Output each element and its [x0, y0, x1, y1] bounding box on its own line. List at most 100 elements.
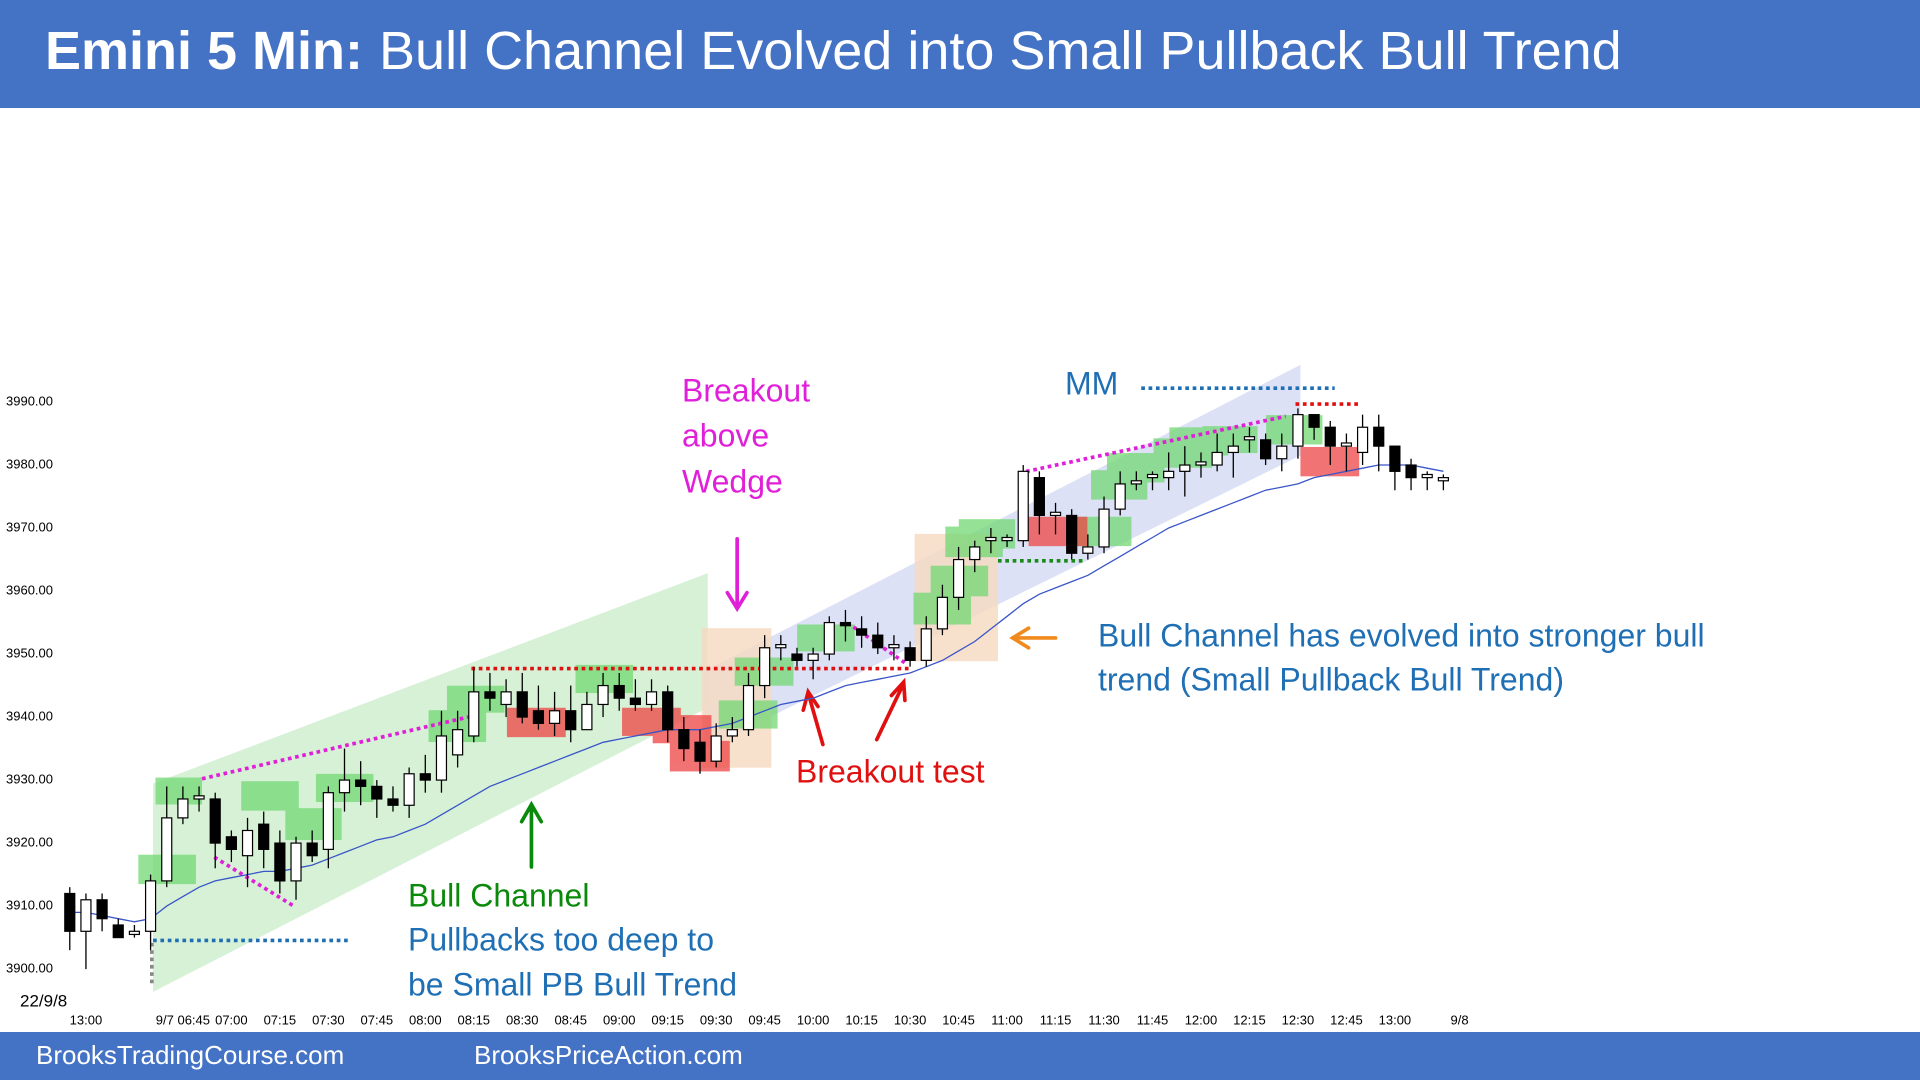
- candle-body: [839, 621, 852, 627]
- annotation: MM: [1065, 365, 1118, 401]
- candle-body: [1130, 480, 1142, 485]
- candle-body: [936, 596, 949, 630]
- candle-body: [1437, 477, 1449, 482]
- annotation: trend (Small Pullback Bull Trend): [1098, 661, 1564, 697]
- candle-body: [225, 836, 237, 850]
- y-tick-label: 3910.00: [6, 898, 53, 913]
- x-tick-label: 13:00: [70, 1012, 103, 1027]
- candle-body: [177, 798, 189, 819]
- y-tick-label: 3960.00: [6, 582, 53, 597]
- candle-body: [1098, 508, 1110, 548]
- title-text: Bull Channel Evolved into Small Pullback…: [379, 21, 1622, 81]
- x-tick-label: 10:30: [894, 1012, 927, 1027]
- x-tick-label: 09:30: [700, 1012, 733, 1027]
- candle-body: [80, 899, 92, 932]
- candle-body: [985, 536, 997, 542]
- candle-body: [1033, 477, 1045, 517]
- x-tick-label: 9/7 06:45: [156, 1012, 210, 1027]
- candle-body: [710, 735, 722, 762]
- x-tick-label: 9/8: [1451, 1012, 1469, 1027]
- x-tick-label: 12:00: [1185, 1012, 1218, 1027]
- candle-body: [920, 628, 932, 661]
- y-tick-label: 3940.00: [6, 709, 53, 724]
- footer-left: BrooksTradingCourse.com: [36, 1040, 344, 1070]
- x-tick-label: 08:00: [409, 1012, 442, 1027]
- candle-body: [306, 842, 318, 857]
- candle-body: [1195, 461, 1207, 466]
- candle-body: [1243, 436, 1256, 441]
- candle-body: [1017, 470, 1029, 542]
- candle-body: [581, 703, 593, 731]
- candle-body: [904, 647, 916, 661]
- candle-body: [694, 741, 706, 762]
- candle-body: [629, 697, 641, 706]
- candle-body: [144, 880, 157, 932]
- candle-body: [452, 729, 464, 756]
- candle-body: [112, 924, 124, 939]
- footer-band: [0, 1032, 1920, 1080]
- candle-body: [662, 691, 674, 731]
- candle-body: [1066, 514, 1078, 554]
- candle-body: [872, 634, 884, 649]
- candle-body: [726, 729, 738, 737]
- x-tick-label: 08:15: [458, 1012, 491, 1027]
- dotted-lines: [150, 386, 1360, 987]
- x-tick-label: 08:30: [506, 1012, 539, 1027]
- x-tick-label: 12:30: [1282, 1012, 1315, 1027]
- candle-body: [742, 684, 755, 731]
- candle-body: [1163, 470, 1175, 479]
- candle-body: [1308, 414, 1320, 428]
- x-tick-label: 08:45: [554, 1012, 587, 1027]
- candle-body: [1260, 439, 1272, 460]
- candle-body: [1114, 483, 1126, 510]
- annotation: Wedge: [682, 463, 783, 499]
- x-tick-label: 11:15: [1040, 1012, 1072, 1027]
- candle-body: [1389, 445, 1401, 472]
- candle-body: [548, 710, 561, 724]
- candle-body: [759, 647, 771, 687]
- candle-body: [516, 691, 528, 718]
- candle-body: [161, 817, 173, 882]
- candle-body: [597, 684, 609, 706]
- x-tick-label: 12:15: [1233, 1012, 1266, 1027]
- candle-body: [1211, 451, 1223, 466]
- candle-body: [1001, 536, 1013, 542]
- header-band: [0, 0, 1920, 108]
- x-tick-label: 07:30: [312, 1012, 345, 1027]
- candle-body: [468, 691, 480, 737]
- annotation: Bull Channel: [408, 877, 589, 913]
- date-label: 22/9/8: [20, 991, 67, 1010]
- annotation: above: [682, 417, 769, 453]
- x-tick-label: 13:00: [1379, 1012, 1412, 1027]
- annotation: Breakout: [682, 372, 810, 408]
- y-tick-label: 3930.00: [6, 772, 53, 787]
- x-tick-label: 10:45: [942, 1012, 975, 1027]
- candle-body: [952, 558, 965, 598]
- candle-body: [532, 710, 545, 724]
- candle-body: [565, 710, 577, 731]
- candle-body: [128, 930, 141, 936]
- candle-body: [419, 773, 431, 781]
- candle-body: [1049, 511, 1062, 517]
- candle-body: [274, 842, 286, 882]
- candle-body: [1373, 426, 1385, 447]
- candle-body: [209, 798, 221, 844]
- candle-body: [258, 823, 270, 850]
- candle-body: [1405, 464, 1417, 479]
- x-tick-label: 07:15: [264, 1012, 297, 1027]
- candle-body: [338, 779, 351, 794]
- candle-body: [241, 829, 254, 857]
- candle-body: [290, 842, 302, 882]
- candle-body: [64, 892, 76, 932]
- candle-body: [1276, 445, 1288, 460]
- title-prefix: Emini 5 Min:: [45, 21, 363, 81]
- candle-body: [1082, 546, 1094, 554]
- x-tick-label: 09:15: [651, 1012, 684, 1027]
- candle-body: [645, 691, 658, 706]
- candle-body: [1292, 414, 1304, 447]
- footer-right: BrooksPriceAction.com: [474, 1040, 743, 1070]
- x-tick-label: 09:00: [603, 1012, 636, 1027]
- annotation: Breakout test: [796, 753, 985, 789]
- candle-body: [1324, 426, 1336, 447]
